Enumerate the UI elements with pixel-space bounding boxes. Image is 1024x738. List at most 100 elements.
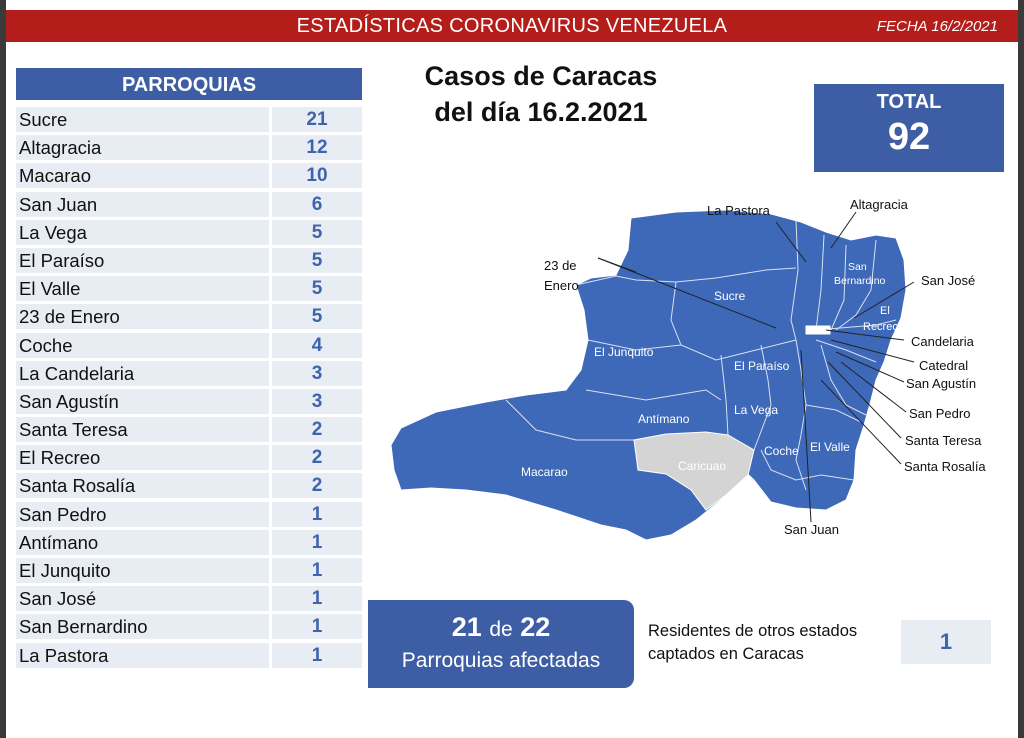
parroquia-name: Antímano [16, 529, 269, 555]
parroquia-value: 1 [272, 642, 362, 668]
parroquia-name: El Recreo [16, 445, 269, 471]
map-label-el-recreo-1: El [880, 305, 890, 317]
parroquia-name: La Pastora [16, 642, 269, 668]
affected-de: de [489, 618, 513, 641]
map-shape-main [390, 209, 907, 541]
callout-san-juan: San Juan [784, 522, 839, 537]
header-date: FECHA 16/2/2021 [876, 18, 998, 35]
table-row: Altagracia 12 [16, 134, 362, 162]
map-label-coche: Coche [764, 444, 799, 458]
parroquia-value: 1 [272, 529, 362, 555]
header-title: ESTADÍSTICAS CORONAVIRUS VENEZUELA [296, 15, 728, 37]
map-label-el-valle: El Valle [810, 440, 850, 454]
table-row: San Juan 6 [16, 191, 362, 219]
affected-label: Parroquias afectadas [401, 649, 601, 672]
map-label-caricuao: Caricuao [678, 459, 726, 473]
table-row: Macarao 10 [16, 162, 362, 190]
map-label-el-paraiso: El Paraíso [734, 359, 790, 373]
parroquia-name: Coche [16, 332, 269, 358]
map-label-la-vega: La Vega [734, 403, 778, 417]
parroquia-value: 1 [272, 558, 362, 583]
parroquia-name: Santa Rosalía [16, 473, 269, 499]
parroquia-value: 10 [272, 163, 362, 189]
header-bar: ESTADÍSTICAS CORONAVIRUS VENEZUELA FECHA… [6, 10, 1018, 42]
callout-23-de-enero-2: Enero [544, 278, 579, 293]
caracas-map: Sucre El Junquito El Paraíso Antímano La… [390, 197, 986, 541]
parroquias-title: PARROQUIAS [16, 68, 362, 100]
parroquia-name: La Vega [16, 219, 269, 245]
affected-total: 22 [520, 612, 551, 642]
residents-line2: captados en Caracas [648, 645, 804, 663]
table-row: La Vega 5 [16, 219, 362, 247]
parroquia-value: 5 [272, 219, 362, 245]
parroquia-name: San Pedro [16, 501, 269, 527]
affected-count: 21 [451, 612, 482, 642]
residents-line1: Residentes de otros estados [648, 622, 858, 640]
parroquia-name: Macarao [16, 163, 269, 189]
table-row: San Agustín 3 [16, 388, 362, 416]
residents-label: Residentes de otros estados captados en … [648, 620, 893, 666]
parroquia-value: 12 [272, 135, 362, 161]
total-label: TOTAL [876, 91, 942, 113]
map-label-el-recreo-2: Recreo [863, 321, 898, 333]
parroquia-value: 3 [272, 360, 362, 386]
parroquia-value: 5 [272, 276, 362, 302]
table-row: Antímano 1 [16, 529, 362, 557]
parroquia-value: 21 [272, 107, 362, 132]
callout-candelaria: Candelaria [911, 334, 975, 349]
table-row: La Candelaria 3 [16, 360, 362, 388]
callout-catedral: Catedral [919, 358, 968, 373]
table-row: Santa Teresa 2 [16, 416, 362, 444]
parroquia-name: San Bernardino [16, 614, 269, 640]
map-label-san-bernardino-1: San [848, 261, 867, 273]
callout-san-jose: San José [921, 273, 975, 288]
parroquia-value: 1 [272, 614, 362, 640]
infographic-page: ESTADÍSTICAS CORONAVIRUS VENEZUELA FECHA… [6, 0, 1018, 738]
callout-san-pedro: San Pedro [909, 406, 970, 421]
table-row: San Pedro 1 [16, 501, 362, 529]
table-row: San Bernardino 1 [16, 613, 362, 641]
table-row: El Valle 5 [16, 275, 362, 303]
table-row: 23 de Enero 5 [16, 303, 362, 331]
callout-santa-teresa: Santa Teresa [905, 433, 982, 448]
parroquia-value: 1 [272, 501, 362, 527]
parroquia-name: Sucre [16, 107, 269, 132]
parroquia-value: 2 [272, 445, 362, 471]
parroquia-name: Santa Teresa [16, 417, 269, 443]
parroquia-name: San Juan [16, 191, 269, 217]
total-value: 92 [887, 116, 931, 158]
callout-santa-rosalia: Santa Rosalía [904, 459, 986, 474]
parroquia-name: San José [16, 586, 269, 612]
map-label-antimano: Antímano [638, 412, 690, 426]
parroquia-value: 4 [272, 332, 362, 358]
parroquia-value: 2 [272, 417, 362, 443]
table-row: El Recreo 2 [16, 444, 362, 472]
callout-san-agustin: San Agustín [906, 376, 976, 391]
table-row: San José 1 [16, 585, 362, 613]
table-row: Santa Rosalía 2 [16, 472, 362, 500]
map-shape-caricuao [633, 431, 755, 511]
table-row: El Junquito 1 [16, 557, 362, 585]
parroquia-value: 1 [272, 586, 362, 612]
parroquia-name: 23 de Enero [16, 304, 269, 330]
callout-altagracia: Altagracia [850, 197, 909, 212]
map-borders [505, 219, 897, 491]
parroquia-name: La Candelaria [16, 360, 269, 386]
parroquia-value: 5 [272, 247, 362, 273]
parroquia-value: 5 [272, 304, 362, 330]
parroquia-name: Altagracia [16, 135, 269, 161]
table-row: La Pastora 1 [16, 642, 362, 670]
parroquia-name: El Valle [16, 276, 269, 302]
map-label-macarao: Macarao [521, 465, 568, 479]
total-box: TOTAL 92 [814, 84, 1004, 172]
map-leader-lines [597, 211, 915, 523]
parroquia-name: San Agustín [16, 388, 269, 414]
heading-line2: del día 16.2.2021 [434, 97, 648, 127]
table-row: El Paraíso 5 [16, 247, 362, 275]
map-label-el-junquito: El Junquito [594, 345, 654, 359]
parroquia-name: El Paraíso [16, 247, 269, 273]
parroquia-value: 2 [272, 473, 362, 499]
parroquia-value: 6 [272, 191, 362, 217]
affected-count-line: 21 de 22 [368, 612, 634, 643]
callout-23-de-enero-1: 23 de [544, 258, 577, 273]
